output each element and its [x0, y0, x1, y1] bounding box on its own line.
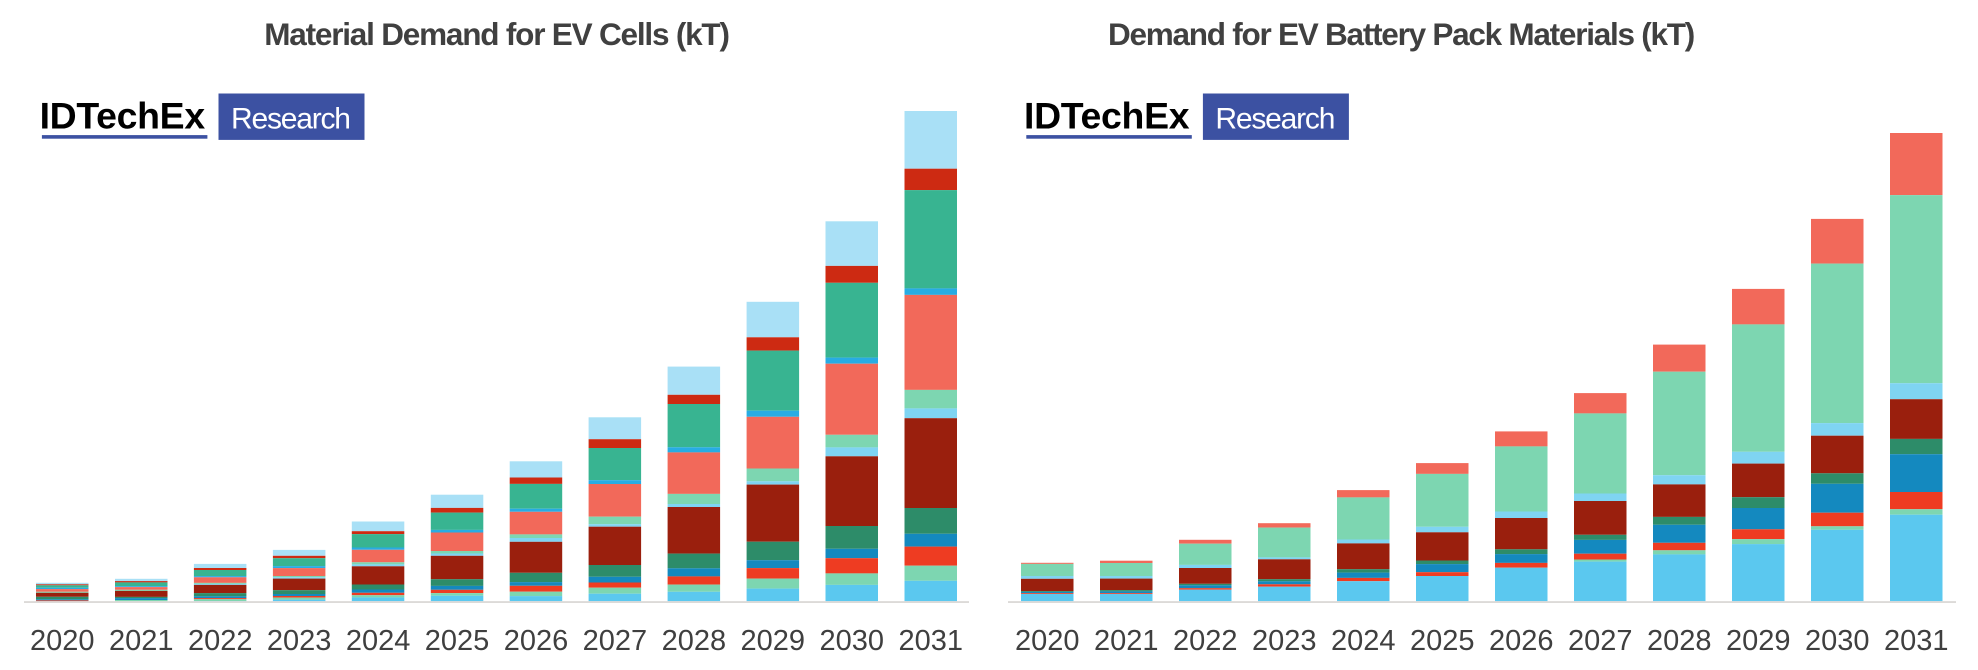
svg-text:Material Demand for EV Cells (: Material Demand for EV Cells (kT): [264, 16, 729, 52]
svg-text:2027: 2027: [583, 625, 648, 657]
svg-text:2027: 2027: [1568, 625, 1633, 657]
svg-text:Research: Research: [1215, 102, 1334, 135]
svg-text:2029: 2029: [741, 625, 806, 657]
svg-text:2031: 2031: [898, 625, 963, 657]
svg-text:2024: 2024: [1331, 625, 1396, 657]
svg-text:2028: 2028: [1647, 625, 1712, 657]
svg-text:IDTechEx: IDTechEx: [1024, 94, 1190, 136]
svg-text:2028: 2028: [662, 625, 727, 657]
svg-text:2030: 2030: [820, 625, 885, 657]
svg-text:2020: 2020: [1015, 625, 1080, 657]
svg-text:2025: 2025: [1410, 625, 1475, 657]
svg-text:Demand for EV Battery Pack Mat: Demand for EV Battery Pack Materials (kT…: [1108, 16, 1694, 52]
svg-text:2021: 2021: [109, 625, 174, 657]
svg-text:2023: 2023: [267, 625, 332, 657]
svg-text:2030: 2030: [1805, 625, 1870, 657]
svg-text:2026: 2026: [504, 625, 569, 657]
svg-text:Research: Research: [231, 102, 350, 135]
svg-text:2029: 2029: [1726, 625, 1791, 657]
svg-text:2026: 2026: [1489, 625, 1554, 657]
svg-text:2022: 2022: [188, 625, 253, 657]
svg-text:2022: 2022: [1173, 625, 1238, 657]
svg-text:2020: 2020: [30, 625, 95, 657]
svg-text:2031: 2031: [1884, 625, 1949, 657]
svg-text:IDTechEx: IDTechEx: [40, 94, 206, 136]
svg-text:2024: 2024: [346, 625, 411, 657]
svg-text:2021: 2021: [1094, 625, 1159, 657]
svg-text:2023: 2023: [1252, 625, 1317, 657]
svg-text:2025: 2025: [425, 625, 490, 657]
